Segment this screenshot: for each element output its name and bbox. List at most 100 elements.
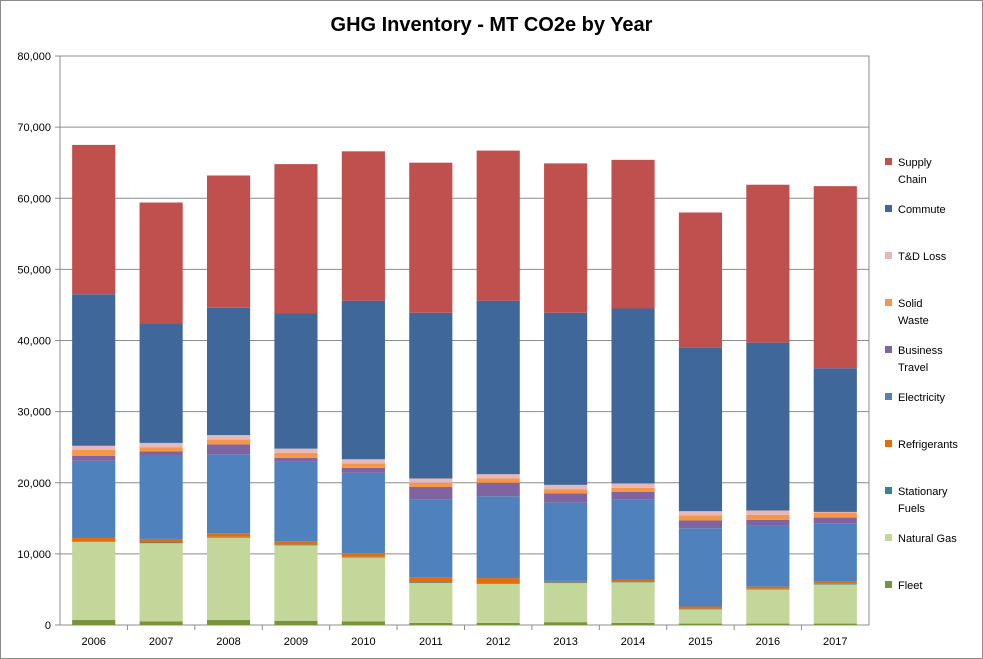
x-tick-label: 2012 [486,636,510,648]
legend-swatch [885,393,892,400]
bar-segment [341,467,385,473]
y-tick-label: 40,000 [17,336,51,348]
bar-segment [476,583,520,623]
bar-segment [611,483,655,488]
bar-segment [139,543,183,622]
bar-segment [611,487,655,492]
legend-swatch [885,299,892,306]
bar-segment [813,186,857,369]
bar-segment [544,312,588,485]
bar-segment [476,496,520,579]
bar-segment [274,457,318,462]
bar-segment [746,588,790,590]
bar-segment [746,589,790,624]
bar-segment [611,499,655,580]
bar-segment [409,478,453,483]
legend-item: T&D Loss [885,251,947,263]
bar-segment [611,491,655,500]
x-tick-label: 2006 [81,636,105,648]
bar-segment [544,583,588,623]
bar-segment [274,544,318,546]
legend-swatch [885,440,892,447]
bar-segment [611,159,655,309]
legend-item: Commute [885,204,946,216]
x-axis-ticks: 2006 2007 2008 2009 2010 2011 2012 2013 2014 2015… [81,625,848,648]
legend-item: Natural Gas [885,533,957,545]
bar-segment [678,515,723,521]
bar-segment [544,484,588,490]
y-axis-ticks: 0 10,000 20,000 30,000 40,000 50,000 60,000 70,… [17,51,60,632]
bar-segment [476,622,520,625]
bar-segment [139,447,183,452]
bar-segment [813,368,857,512]
bar-segment [813,523,857,582]
bar-segment [746,514,790,520]
bars [72,144,857,625]
bar-segment [746,586,790,589]
legend-label: Commute [898,204,946,216]
bar-segment [813,584,857,624]
bar-segment [746,510,790,515]
bar-segment [341,459,385,464]
chart-title: GHG Inventory - MT CO2e by Year [330,14,653,36]
bar-segment [544,622,588,625]
bar-segment [206,307,251,436]
bar-segment [341,556,385,558]
bar-segment [274,452,318,458]
y-tick-label: 50,000 [17,264,51,276]
legend: Supply Chain Commute T&D Loss Solid Waste Busi… [885,157,958,592]
bar-segment [139,202,183,324]
bar-segment [139,323,183,443]
gridlines [60,126,869,555]
bar-stack [678,212,723,625]
bar-segment [476,482,520,497]
bar-segment [813,511,857,513]
bar-segment [72,541,116,621]
y-tick-label: 60,000 [17,193,51,205]
y-tick-label: 20,000 [17,478,51,490]
bar-segment [476,474,520,479]
bar-segment [476,578,520,584]
bar-segment [611,622,655,625]
x-tick-label: 2016 [756,636,780,648]
legend-label: Solid [898,298,922,310]
bar-segment [341,300,385,460]
bar-segment [746,519,790,526]
bar-segment [544,502,588,581]
legend-label: Refrigerants [898,439,958,451]
bar-segment [544,489,588,494]
bar-segment [341,621,385,625]
bar-segment [206,536,251,538]
bar-segment [274,545,318,621]
bar-segment [139,538,183,543]
bar-segment [206,454,251,534]
bar-segment [274,448,318,453]
bar-segment [746,623,790,625]
bar-segment [544,580,588,583]
bar-stack [274,164,318,625]
bar-segment [409,487,453,500]
bar-segment [678,212,723,348]
legend-item: Stationary Fuels [885,486,948,515]
bar-segment [813,583,857,585]
legend-label: Chain [898,174,927,186]
bar-segment [611,579,655,582]
bar-segment [409,577,453,583]
bar-segment [409,499,453,578]
bar-segment [611,582,655,623]
bar-segment [678,528,723,607]
legend-label: Fuels [898,503,925,515]
legend-label: Natural Gas [898,533,957,545]
bar-segment [341,151,385,301]
bar-segment [746,342,790,511]
bar-segment [139,621,183,625]
bar-segment [206,435,251,440]
y-tick-label: 10,000 [17,549,51,561]
bar-stack [139,202,183,625]
bar-stack [476,150,520,625]
legend-label: Travel [898,362,928,374]
bar-segment [206,533,251,537]
bar-segment [72,450,116,456]
bar-stack [72,144,116,625]
bar-segment [678,609,723,624]
